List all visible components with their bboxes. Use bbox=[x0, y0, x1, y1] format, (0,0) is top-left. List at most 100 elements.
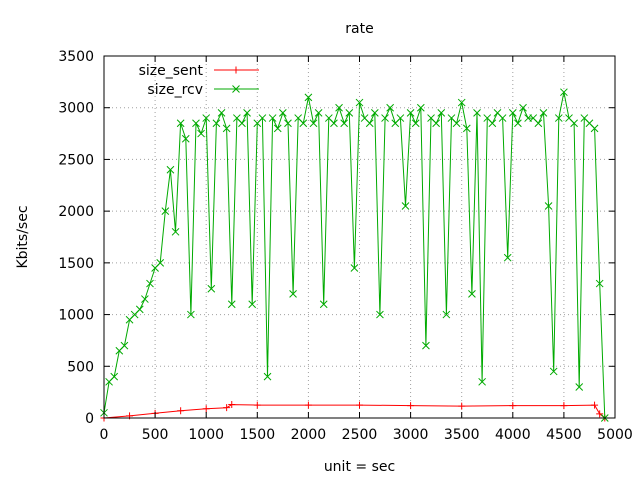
x-tick-label: 2000 bbox=[291, 427, 327, 443]
legend-label-size-rcv: size_rcv bbox=[147, 82, 203, 98]
x-tick-label: 3500 bbox=[444, 427, 480, 443]
data-point-size-rcv bbox=[590, 124, 599, 133]
data-point-size-rcv bbox=[514, 119, 522, 128]
x-tick-label: 3000 bbox=[393, 427, 429, 443]
legend-marker-size-sent bbox=[232, 66, 240, 74]
data-point-size-rcv bbox=[217, 109, 226, 117]
data-point-size-rcv bbox=[488, 119, 497, 128]
data-point-size-sent bbox=[253, 401, 261, 409]
data-point-size-rcv bbox=[411, 119, 420, 128]
x-tick-label: 1500 bbox=[239, 427, 275, 443]
data-point-size-rcv bbox=[468, 290, 476, 298]
data-point-size-rcv bbox=[289, 290, 297, 298]
data-point-size-rcv bbox=[156, 259, 165, 267]
x-tick-label: 2500 bbox=[342, 427, 378, 443]
data-point-size-rcv bbox=[243, 109, 251, 117]
data-point-size-rcv bbox=[462, 124, 471, 133]
data-point-size-rcv bbox=[370, 109, 379, 117]
x-tick-label: 1000 bbox=[188, 427, 224, 443]
data-point-size-rcv bbox=[457, 98, 466, 107]
data-point-size-rcv bbox=[365, 119, 374, 128]
data-point-size-rcv bbox=[309, 119, 318, 128]
data-point-size-rcv bbox=[319, 300, 328, 309]
data-point-size-rcv bbox=[539, 109, 548, 117]
data-point-size-rcv bbox=[207, 284, 216, 293]
data-point-size-rcv bbox=[386, 103, 395, 112]
data-point-size-rcv bbox=[508, 109, 517, 117]
y-tick-label: 500 bbox=[67, 359, 94, 375]
series-line-size-sent bbox=[103, 404, 606, 419]
data-point-size-rcv bbox=[197, 129, 205, 138]
data-point-size-rcv bbox=[355, 98, 364, 107]
data-point-size-rcv bbox=[473, 109, 481, 117]
data-point-size-rcv bbox=[442, 310, 451, 319]
data-point-size-rcv bbox=[416, 103, 425, 112]
data-point-size-rcv bbox=[570, 119, 578, 128]
data-point-size-rcv bbox=[227, 300, 236, 309]
legend-label-size-sent: size_sent bbox=[139, 63, 204, 79]
data-point-size-sent bbox=[177, 407, 185, 415]
data-point-size-rcv bbox=[401, 202, 410, 210]
data-point-size-rcv bbox=[146, 279, 154, 288]
data-point-size-sent bbox=[407, 402, 415, 410]
data-point-size-rcv bbox=[202, 114, 211, 122]
chart-title: rate bbox=[345, 21, 373, 37]
data-point-size-rcv bbox=[406, 109, 415, 117]
data-point-size-rcv bbox=[345, 109, 354, 117]
data-point-size-rcv bbox=[534, 119, 543, 128]
data-point-size-rcv bbox=[452, 119, 461, 128]
data-point-size-rcv bbox=[340, 119, 349, 128]
data-point-size-rcv bbox=[554, 114, 563, 122]
data-point-size-rcv bbox=[268, 114, 277, 122]
data-point-size-rcv bbox=[437, 109, 446, 117]
data-point-size-sent bbox=[509, 402, 517, 410]
data-point-size-sent bbox=[560, 402, 568, 410]
y-tick-label: 0 bbox=[85, 411, 94, 427]
data-point-size-rcv bbox=[141, 295, 149, 303]
y-tick-label: 3500 bbox=[58, 49, 94, 65]
data-point-size-rcv bbox=[498, 114, 507, 122]
data-point-size-rcv bbox=[422, 341, 430, 350]
data-point-size-rcv bbox=[350, 264, 359, 272]
data-point-size-rcv bbox=[549, 367, 558, 376]
x-tick-label: 500 bbox=[142, 427, 169, 443]
data-point-size-rcv bbox=[595, 279, 604, 288]
data-point-size-rcv bbox=[335, 103, 343, 112]
grid bbox=[104, 56, 615, 418]
y-tick-label: 1500 bbox=[58, 256, 94, 272]
data-point-size-rcv bbox=[187, 310, 195, 319]
data-point-size-rcv bbox=[314, 109, 323, 117]
data-point-size-rcv bbox=[181, 134, 190, 143]
data-point-size-rcv bbox=[166, 165, 175, 174]
data-point-size-sent bbox=[304, 401, 312, 409]
y-tick-label: 1000 bbox=[58, 308, 94, 324]
x-tick-label: 0 bbox=[100, 427, 109, 443]
data-point-size-rcv bbox=[330, 119, 338, 128]
data-point-size-rcv bbox=[396, 114, 405, 122]
data-point-size-rcv bbox=[248, 300, 257, 309]
y-tick-label: 3000 bbox=[58, 101, 94, 117]
data-point-size-rcv bbox=[161, 207, 170, 215]
data-point-size-rcv bbox=[171, 227, 180, 236]
x-tick-label: 5000 bbox=[597, 427, 633, 443]
data-point-size-rcv bbox=[110, 372, 119, 381]
data-point-size-rcv bbox=[278, 109, 287, 117]
data-point-size-rcv bbox=[238, 119, 246, 128]
data-point-size-rcv bbox=[135, 305, 144, 314]
data-point-size-rcv bbox=[273, 124, 282, 133]
data-point-size-rcv bbox=[222, 124, 231, 133]
legend: size_sent size_rcv bbox=[139, 63, 259, 98]
data-point-size-sent bbox=[228, 401, 236, 409]
x-axis-title: unit = sec bbox=[324, 459, 395, 475]
y-tick-label: 2500 bbox=[58, 152, 94, 168]
data-point-size-rcv bbox=[176, 119, 185, 128]
data-point-size-rcv bbox=[192, 119, 200, 128]
data-point-size-rcv bbox=[575, 383, 584, 391]
legend-marker-size-rcv bbox=[232, 85, 240, 93]
data-point-size-sent bbox=[356, 401, 363, 409]
x-tick-label: 4500 bbox=[546, 427, 582, 443]
axis-ticks: 0 500 1000 1500 2000 2500 3000 3500 4000 4500 5000… bbox=[58, 49, 632, 443]
data-point-size-rcv bbox=[544, 202, 553, 210]
data-point-size-rcv bbox=[560, 88, 568, 97]
